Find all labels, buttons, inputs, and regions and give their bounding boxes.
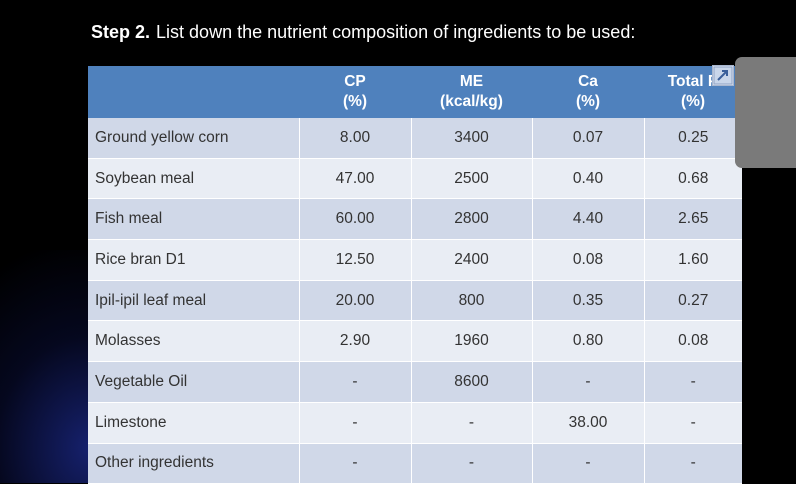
step-label: Step 2.: [91, 22, 151, 42]
table-row: Fish meal 60.00 2800 4.40 2.65: [88, 198, 742, 241]
ca-value: 0.35: [532, 280, 645, 322]
me-value: -: [411, 402, 533, 444]
header-me: ME (kcal/kg): [411, 66, 532, 118]
header-ca: Ca (%): [532, 66, 644, 118]
p-value: 0.25: [644, 118, 742, 159]
p-value: -: [644, 361, 742, 403]
me-value: 1960: [411, 320, 533, 363]
cp-value: 12.50: [299, 239, 412, 281]
me-value: 8600: [411, 361, 533, 403]
table-row: Ipil-ipil leaf meal 20.00 800 0.35 0.27: [88, 280, 742, 322]
me-value: 3400: [411, 118, 533, 159]
ingredient-name: Other ingredients: [88, 443, 300, 484]
cp-value: -: [299, 443, 412, 484]
ca-value: 38.00: [532, 402, 645, 444]
ingredient-name: Molasses: [88, 320, 300, 363]
header-ingredient: [88, 66, 299, 118]
ingredient-name: Rice bran D1: [88, 239, 300, 281]
slide-title: Step 2. List down the nutrient compositio…: [91, 22, 635, 43]
ca-value: 4.40: [532, 198, 645, 241]
cp-value: 20.00: [299, 280, 412, 322]
ca-value: 0.40: [532, 158, 645, 200]
table-row: Molasses 2.90 1960 0.80 0.08: [88, 320, 742, 363]
p-value: 2.65: [644, 198, 742, 241]
me-value: 800: [411, 280, 533, 322]
table-row: Soybean meal 47.00 2500 0.40 0.68: [88, 158, 742, 200]
ca-value: -: [532, 443, 645, 484]
ingredient-name: Ipil-ipil leaf meal: [88, 280, 300, 322]
ca-value: -: [532, 361, 645, 403]
p-value: 1.60: [644, 239, 742, 281]
table-row: Ground yellow corn 8.00 3400 0.07 0.25: [88, 118, 742, 159]
cp-value: 47.00: [299, 158, 412, 200]
table-row: Limestone - - 38.00 -: [88, 402, 742, 444]
cp-value: 2.90: [299, 320, 412, 363]
me-value: 2500: [411, 158, 533, 200]
header-cp: CP (%): [299, 66, 411, 118]
ca-value: 0.07: [532, 118, 645, 159]
ingredient-name: Ground yellow corn: [88, 118, 300, 159]
step-instruction: List down the nutrient composition of in…: [156, 22, 636, 42]
ca-value: 0.08: [532, 239, 645, 281]
expand-arrow-icon[interactable]: [712, 65, 734, 86]
ingredient-name: Soybean meal: [88, 158, 300, 200]
table-header-row: CP (%) ME (kcal/kg) Ca (%) Total P (%): [88, 66, 742, 118]
ingredient-name: Limestone: [88, 402, 300, 444]
ingredient-name: Fish meal: [88, 198, 300, 241]
p-value: -: [644, 443, 742, 484]
p-value: 0.08: [644, 320, 742, 363]
nutrient-table: CP (%) ME (kcal/kg) Ca (%) Total P (%) Groun…: [88, 66, 742, 484]
cp-value: -: [299, 402, 412, 444]
cp-value: 8.00: [299, 118, 412, 159]
p-value: 0.27: [644, 280, 742, 322]
ingredient-name: Vegetable Oil: [88, 361, 300, 403]
ca-value: 0.80: [532, 320, 645, 363]
me-value: 2800: [411, 198, 533, 241]
cp-value: 60.00: [299, 198, 412, 241]
p-value: 0.68: [644, 158, 742, 200]
table-row: Other ingredients - - - -: [88, 443, 742, 484]
table-row: Vegetable Oil - 8600 - -: [88, 361, 742, 403]
p-value: -: [644, 402, 742, 444]
cp-value: -: [299, 361, 412, 403]
me-value: 2400: [411, 239, 533, 281]
me-value: -: [411, 443, 533, 484]
table-row: Rice bran D1 12.50 2400 0.08 1.60: [88, 239, 742, 281]
side-panel-handle[interactable]: [735, 57, 796, 168]
